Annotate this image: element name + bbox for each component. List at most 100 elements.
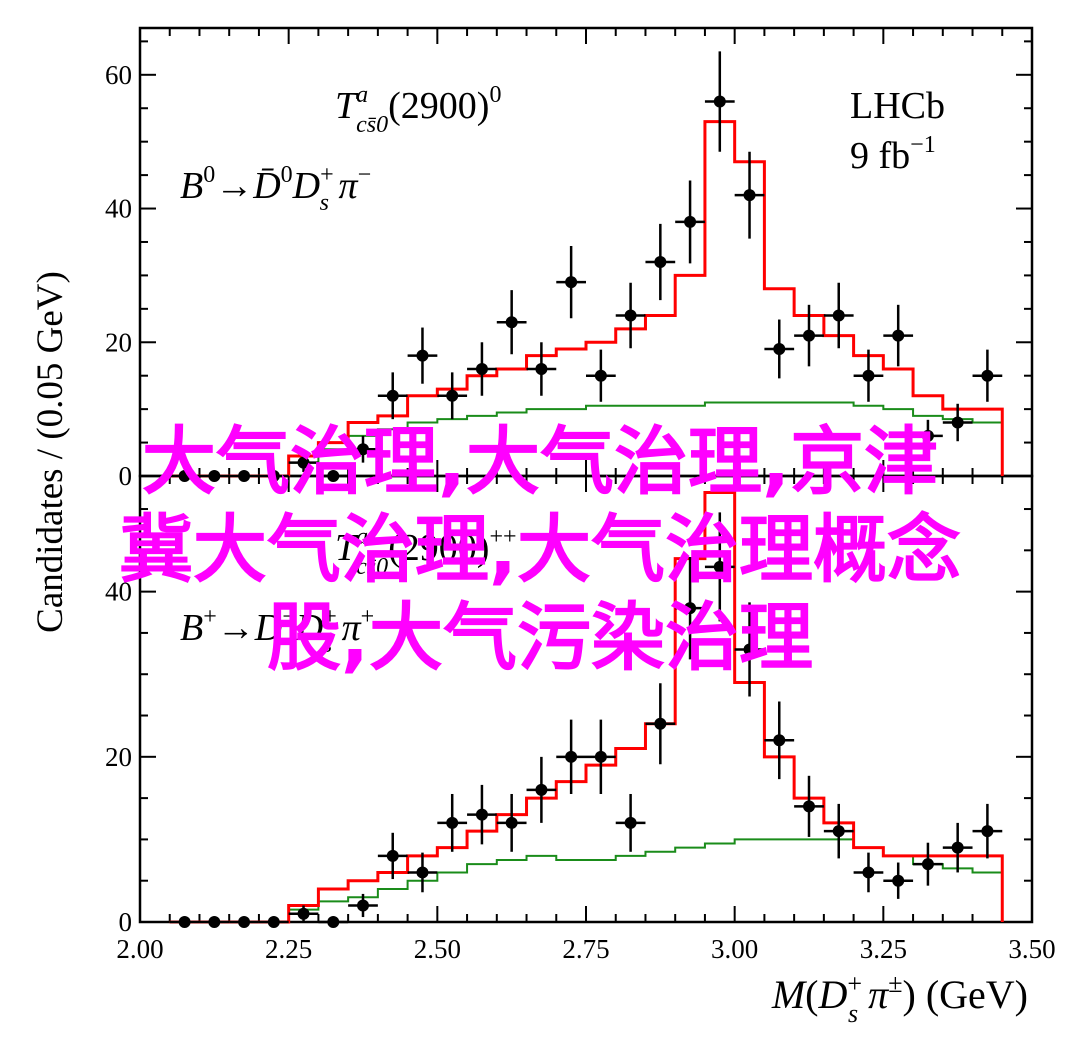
data-point-marker — [238, 470, 251, 482]
data-point — [526, 342, 557, 396]
data-point-marker — [565, 276, 578, 289]
data-point-marker — [208, 916, 221, 928]
data-point-marker — [862, 369, 875, 382]
data-point — [199, 916, 230, 928]
y-tick-label: 20 — [105, 742, 132, 772]
data-point — [764, 319, 795, 379]
data-point — [407, 852, 438, 893]
data-point-marker — [297, 456, 310, 469]
data-point-marker — [713, 95, 726, 108]
data-point-marker — [416, 349, 429, 362]
data-point-marker — [475, 363, 488, 376]
data-point-marker — [773, 734, 786, 747]
data-point — [794, 304, 824, 367]
y-tick-label: 60 — [105, 60, 132, 90]
data-point-marker — [832, 825, 845, 838]
overlay-text-line-1: 大气治理,大气治理,京津 — [141, 419, 939, 505]
data-point-marker — [773, 342, 786, 355]
data-point — [734, 602, 765, 697]
background-fit-line — [169, 401, 1004, 477]
x-tick-label: 2.25 — [265, 934, 312, 964]
data-point — [526, 756, 557, 823]
data-point-marker — [475, 808, 488, 821]
x-tick-label: 3.25 — [860, 934, 907, 964]
data-point — [199, 470, 230, 482]
data-point-marker — [803, 800, 815, 813]
data-point-marker — [594, 750, 607, 763]
data-point-marker — [535, 363, 548, 376]
top-annotation-decay: B0→D̄0D+ s π− — [180, 162, 371, 216]
bottom-annotation-decay: B+→D−D+ s π+ — [180, 604, 374, 658]
y-tick-label: 40 — [105, 194, 132, 224]
data-point — [764, 701, 795, 780]
data-point-marker — [684, 602, 697, 615]
data-point-marker — [743, 643, 756, 656]
data-point-marker — [832, 309, 845, 322]
data-point-marker — [951, 416, 964, 429]
data-point-marker — [416, 866, 429, 879]
y-tick-label: 0 — [119, 907, 133, 937]
data-point — [556, 245, 586, 319]
data-point-marker — [446, 816, 459, 829]
x-tick-label: 2.00 — [116, 934, 163, 964]
data-point-marker — [386, 389, 399, 402]
x-axis-label: M(D+ s π±) (GeV) — [771, 969, 1028, 1028]
luminosity-label: 9 fb−1 — [850, 132, 936, 177]
overlay-text-line-3: 股,大气污染治理 — [266, 595, 814, 681]
data-point — [229, 470, 259, 482]
data-point — [437, 372, 468, 420]
data-point-marker — [446, 389, 459, 402]
data-point — [972, 349, 1003, 402]
data-point — [467, 342, 497, 396]
data-point-marker — [862, 866, 875, 879]
data-point — [704, 51, 735, 152]
axes-labels: 0 20 40 60 0 20 40 2.00 2.25 2.50 2.75 3.00 3.25 3.50 — [105, 60, 1056, 964]
data-point-marker — [892, 329, 905, 342]
data-point — [734, 151, 765, 239]
data-point-marker — [386, 849, 399, 862]
data-point — [496, 290, 527, 355]
data-point-marker — [981, 825, 994, 838]
data-point-marker — [951, 841, 964, 854]
data-point — [972, 803, 1003, 859]
data-point-marker — [921, 858, 934, 871]
bottom-annotation-particle: Ta cs̄0(2900)++ — [335, 524, 517, 580]
x-tick-label: 3.50 — [1008, 934, 1055, 964]
data-point — [318, 916, 349, 928]
y-axis-label: Candidates / (0.05 GeV) — [30, 271, 71, 633]
data-point-marker — [921, 429, 934, 442]
data-point — [258, 470, 289, 482]
data-point — [645, 223, 676, 301]
total-fit-line — [169, 120, 1004, 478]
data-point — [229, 916, 259, 928]
data-point — [496, 793, 527, 852]
total-fit-line — [169, 491, 1004, 924]
overlay-text-line-2: 冀大气治理,大气治理概念 — [118, 507, 962, 593]
data-point-marker — [297, 907, 310, 920]
data-point — [615, 282, 646, 349]
data-point-marker — [505, 816, 518, 829]
data-point — [258, 916, 289, 928]
data-point — [675, 556, 705, 660]
data-point — [823, 282, 854, 349]
data-point — [883, 304, 914, 367]
data-point — [348, 893, 378, 918]
data-point — [348, 435, 378, 463]
data-point-marker — [981, 369, 994, 382]
data-point-marker — [208, 470, 221, 482]
top-annotation-particle: Ta cs̄0(2900)0 — [335, 82, 501, 138]
data-point — [913, 419, 943, 452]
x-tick-label: 2.75 — [562, 934, 609, 964]
data-point-marker — [892, 874, 905, 887]
data-point — [467, 784, 497, 845]
data-point — [288, 453, 319, 472]
data-point-marker — [357, 899, 369, 912]
data-point-marker — [624, 309, 637, 322]
data-point — [942, 403, 973, 442]
data-point — [437, 793, 468, 852]
data-point-marker — [505, 316, 518, 329]
data-point-marker — [267, 470, 280, 482]
data-point — [853, 852, 884, 893]
data-point — [407, 327, 438, 384]
